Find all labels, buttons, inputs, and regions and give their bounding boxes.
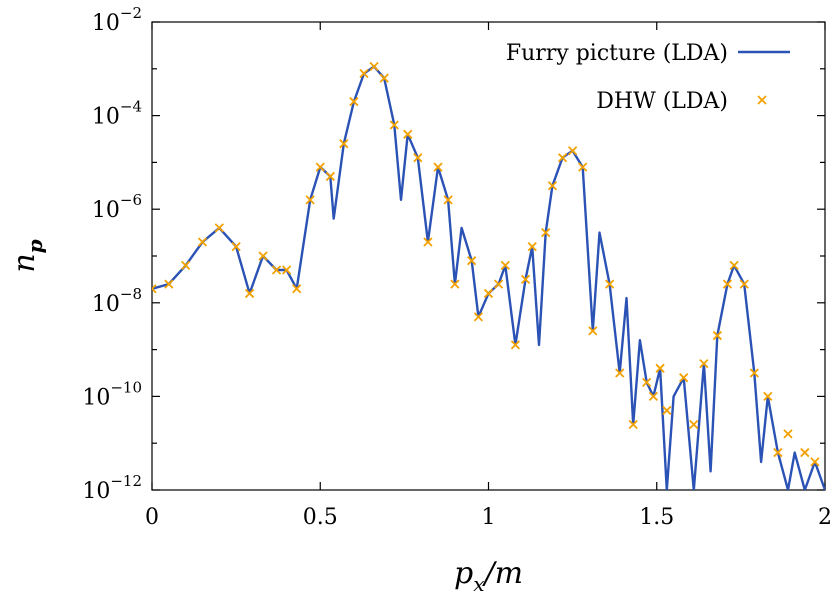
data-point-marker — [450, 279, 460, 289]
data-point-marker — [349, 96, 359, 107]
data-point-marker — [403, 129, 413, 139]
data-point-marker — [605, 279, 615, 289]
data-point-marker — [773, 447, 783, 458]
data-point-marker — [500, 260, 510, 270]
data-point-marker — [493, 279, 504, 289]
data-point-marker — [712, 330, 722, 341]
data-point-marker — [369, 61, 379, 72]
data-point-marker — [214, 223, 224, 233]
data-point-marker — [567, 146, 578, 156]
data-point-marker — [642, 377, 652, 387]
data-point-marker — [413, 153, 423, 163]
data-point-marker — [628, 419, 638, 430]
data-point-marker — [359, 68, 369, 79]
data-point-marker — [244, 288, 255, 299]
y-tick-label: 10−4 — [92, 98, 142, 130]
series-line — [152, 65, 825, 490]
series-dhw-markers — [152, 61, 820, 467]
data-point-marker — [467, 256, 477, 266]
data-point-marker — [423, 237, 433, 247]
data-point-marker — [722, 279, 733, 289]
data-point-marker — [557, 153, 568, 163]
legend: Furry picture (LDA) DHW (LDA) — [506, 41, 790, 114]
data-point-marker — [433, 162, 443, 172]
data-point-marker — [729, 260, 739, 270]
series-furry-line — [152, 65, 825, 490]
data-point-marker — [655, 363, 665, 373]
data-point-marker — [810, 457, 820, 467]
data-point-marker — [520, 274, 531, 285]
data-point-marker — [800, 447, 810, 458]
x-tick-label: 1.5 — [639, 505, 674, 530]
data-point-marker — [152, 284, 157, 294]
data-point-marker — [473, 312, 484, 322]
legend-label: DHW (LDA) — [596, 89, 728, 114]
data-point-marker — [181, 260, 191, 270]
data-point-marker — [281, 265, 292, 275]
data-point-marker — [689, 419, 699, 430]
data-point-marker — [197, 237, 208, 247]
data-point-marker — [679, 373, 689, 383]
legend-label: Furry picture (LDA) — [506, 41, 728, 66]
data-point-marker — [739, 279, 749, 289]
data-point-marker — [389, 120, 399, 130]
data-point-marker — [588, 326, 598, 336]
data-point-marker — [483, 288, 494, 299]
data-point-marker — [541, 227, 551, 238]
data-point-marker — [292, 284, 302, 294]
data-point-marker — [231, 242, 241, 252]
axis-titles: px/m np — [7, 239, 523, 596]
data-point-marker — [783, 429, 793, 439]
data-point-marker — [615, 368, 625, 378]
axes: 0 0.5 1 1.5 2 10−12 10−10 10−8 10−6 10−4 10−2 — [82, 4, 832, 530]
data-point-marker — [258, 251, 268, 261]
legend-marker-swatch — [757, 95, 767, 105]
y-tick-label: 10−2 — [92, 4, 142, 36]
data-point-marker — [271, 265, 282, 275]
x-tick-label: 0.5 — [303, 505, 338, 530]
data-point-marker — [379, 73, 389, 83]
y-tick-label: 10−12 — [82, 472, 142, 504]
data-point-marker — [699, 359, 709, 369]
x-tick-label: 1 — [482, 505, 496, 530]
data-point-marker — [648, 391, 659, 402]
series-group — [152, 61, 825, 490]
y-tick-label: 10−8 — [92, 285, 142, 317]
data-point-marker — [325, 171, 335, 182]
x-tick-label: 0 — [145, 505, 159, 530]
data-point-marker — [339, 139, 349, 149]
x-axis-title: px/m — [454, 556, 523, 596]
y-axis-title: np — [7, 239, 47, 272]
data-point-marker — [443, 195, 453, 205]
data-point-marker — [749, 368, 759, 378]
data-point-marker — [763, 391, 773, 402]
data-point-marker — [578, 162, 588, 172]
data-point-marker — [527, 242, 537, 252]
y-tick-label: 10−6 — [92, 191, 142, 223]
x-tick-label: 2 — [818, 505, 832, 530]
data-point-marker — [164, 279, 174, 289]
data-point-marker — [662, 405, 672, 416]
data-point-marker — [315, 162, 325, 172]
data-point-marker — [547, 181, 558, 191]
y-tick-label: 10−10 — [82, 378, 142, 410]
data-point-marker — [305, 195, 315, 205]
data-point-marker — [510, 340, 521, 350]
